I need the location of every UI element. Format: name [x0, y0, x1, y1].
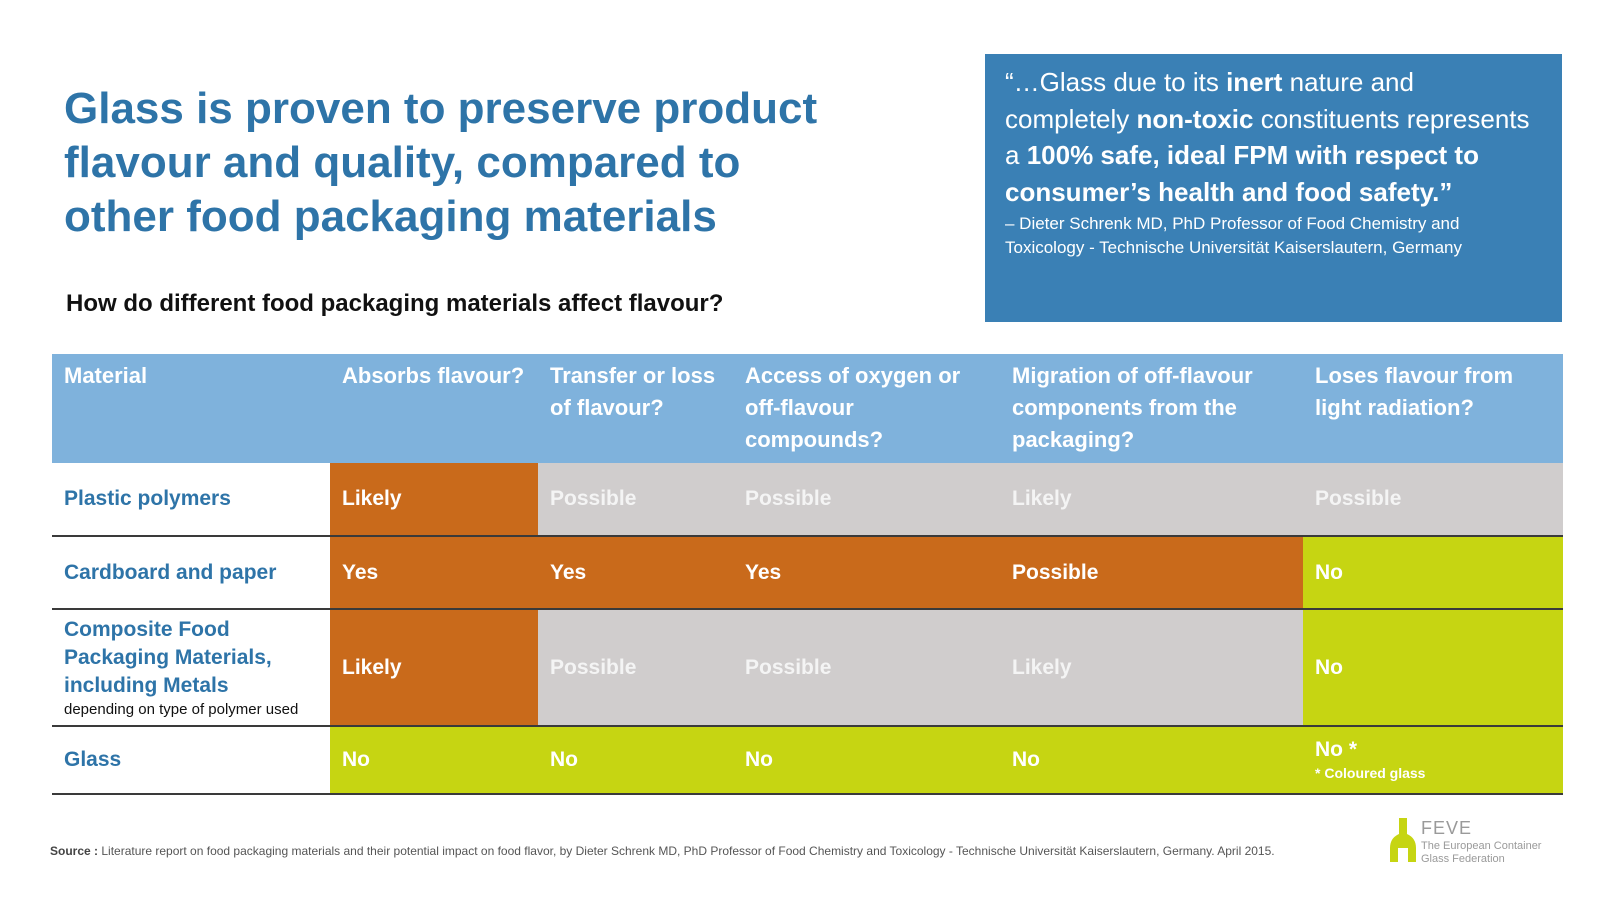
value-cell: Possible — [733, 463, 1000, 536]
header-oxygen: Access of oxygen or off-flavour compound… — [733, 354, 1000, 463]
quote-emphasis: 100% safe, ideal FPM with respect to con… — [1005, 140, 1479, 207]
quote-segment: nature and completely — [1005, 67, 1414, 134]
value-cell: No — [538, 725, 733, 795]
comparison-table: Material Absorbs flavour? Transfer or lo… — [52, 354, 1563, 795]
value-cell: Yes — [538, 535, 733, 609]
bottle-icon — [1390, 818, 1416, 862]
logo-subtitle: The European Container Glass Federation — [1421, 840, 1561, 866]
logo-name: FEVE — [1421, 818, 1473, 838]
value-cell: No — [1303, 535, 1563, 609]
value-cell: Possible — [538, 463, 733, 536]
value-cell: Likely — [1000, 463, 1303, 536]
header-absorbs: Absorbs flavour? — [330, 354, 538, 463]
value-text: No * — [1315, 738, 1357, 761]
value-cell: Possible — [1303, 463, 1563, 536]
quote-text: “…Glass due to its inert nature and comp… — [1005, 64, 1538, 210]
value-cell: No — [330, 725, 538, 795]
table-row: Composite Food Packaging Materials, incl… — [52, 608, 1563, 726]
attribution-line: Toxicology - Technische Universität Kais… — [1005, 238, 1462, 257]
value-cell: No * * Coloured glass — [1303, 725, 1563, 795]
value-cell: Likely — [1000, 608, 1303, 726]
quote-segment: constituents represents a — [1005, 103, 1530, 171]
header-light: Loses flavour from light radiation? — [1303, 354, 1563, 463]
value-cell: Likely — [330, 463, 538, 536]
value-cell: Possible — [733, 608, 1000, 726]
source-text: Literature report on food packaging mate… — [98, 844, 1275, 858]
material-name: Composite Food Packaging Materials, incl… — [64, 617, 272, 697]
table-header-row: Material Absorbs flavour? Transfer or lo… — [52, 354, 1563, 463]
title-line-2: flavour and quality, compared to — [64, 138, 741, 187]
header-transfer: Transfer or loss of flavour? — [538, 354, 733, 463]
page-title: Glass is proven to preserve product flav… — [64, 82, 864, 244]
attribution-line: – Dieter Schrenk MD, PhD Professor of Fo… — [1005, 214, 1460, 233]
logo-subtitle-line: Glass Federation — [1421, 853, 1505, 865]
logo-subtitle-line: The European Container — [1421, 840, 1542, 852]
material-note: depending on type of polymer used — [64, 700, 299, 718]
source-note: Source : Literature report on food packa… — [50, 843, 1290, 860]
material-cell: Composite Food Packaging Materials, incl… — [52, 608, 330, 726]
value-cell: No — [1000, 725, 1303, 795]
value-cell: Likely — [330, 608, 538, 726]
table-question: How do different food packaging material… — [66, 290, 724, 317]
value-cell: Yes — [330, 535, 538, 609]
value-cell: Possible — [1000, 535, 1303, 609]
value-footnote: * Coloured glass — [1315, 765, 1426, 781]
header-migration: Migration of off-flavour components from… — [1000, 354, 1303, 463]
quote-emphasis: non-toxic — [1136, 103, 1254, 134]
header-material: Material — [52, 354, 330, 463]
table-row: Glass No No No No No * * Coloured glass — [52, 725, 1563, 795]
feve-logo: FEVE The European Container Glass Federa… — [1388, 818, 1558, 878]
quote-attribution: – Dieter Schrenk MD, PhD Professor of Fo… — [1005, 212, 1538, 260]
value-cell: No — [1303, 608, 1563, 726]
quote-emphasis: inert — [1226, 67, 1283, 97]
quote-segment: “…Glass due to its — [1005, 67, 1227, 97]
value-cell: Yes — [733, 535, 1000, 609]
value-cell: No — [733, 725, 1000, 795]
source-label: Source : — [50, 844, 99, 858]
title-line-3: other food packaging materials — [64, 192, 717, 241]
title-line-1: Glass is proven to preserve product — [64, 84, 818, 133]
quote-box: “…Glass due to its inert nature and comp… — [985, 54, 1562, 322]
material-cell: Cardboard and paper — [52, 535, 330, 609]
table-row: Cardboard and paper Yes Yes Yes Possible… — [52, 535, 1563, 609]
material-cell: Plastic polymers — [52, 463, 330, 536]
table-row: Plastic polymers Likely Possible Possibl… — [52, 463, 1563, 536]
value-cell: Possible — [538, 608, 733, 726]
material-cell: Glass — [52, 725, 330, 795]
